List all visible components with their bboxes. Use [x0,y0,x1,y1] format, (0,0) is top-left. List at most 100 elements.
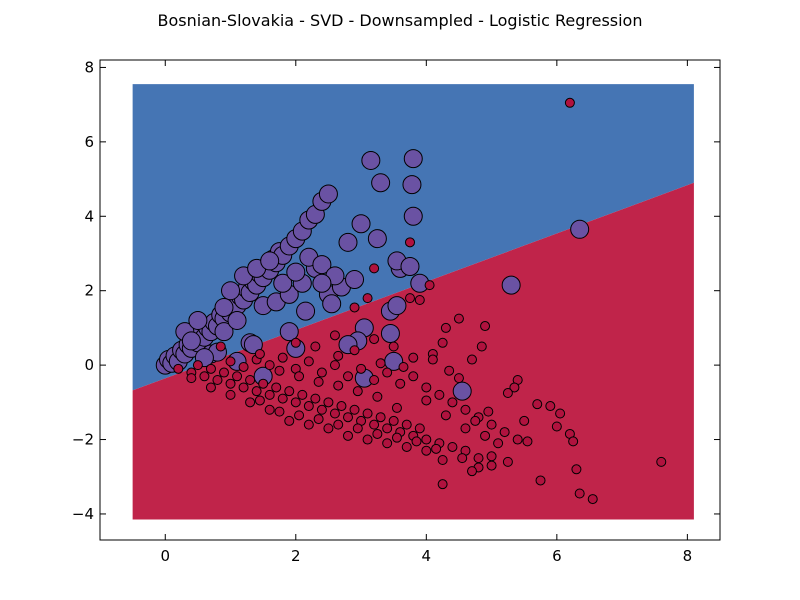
small-marker-point [362,293,373,304]
small-marker-point [457,453,468,464]
small-marker-point [310,341,321,352]
small-marker-point [258,378,269,389]
small-marker-point [434,389,445,400]
small-marker-point [421,445,432,456]
small-marker-point [388,341,399,352]
small-marker-point [440,322,451,333]
large-marker-point [371,173,391,193]
large-marker-point [243,335,263,355]
small-marker-point [343,412,353,423]
small-marker-point [460,404,471,415]
small-marker-point [405,237,415,248]
small-marker-point [555,408,566,419]
small-marker-point [551,421,562,432]
small-marker-point [512,434,523,445]
small-marker-point [431,443,442,454]
small-marker-point [333,350,344,361]
small-marker-point [398,361,409,372]
large-marker-point [279,322,299,342]
small-marker-point [414,423,425,434]
large-marker-point [345,270,365,290]
small-marker-point [362,408,373,419]
small-marker-point [467,354,477,365]
large-marker-point [387,296,407,316]
small-marker-point [476,341,487,352]
large-marker-point [403,149,423,169]
small-marker-point [186,373,197,384]
small-marker-point [473,453,484,464]
x-tick-label: 2 [291,547,301,565]
small-marker-point [427,354,438,365]
small-marker-point [352,386,363,397]
small-marker-point [656,456,667,467]
small-marker-point [199,371,210,382]
small-marker-point [238,361,249,372]
small-marker-point [352,423,363,434]
small-marker-point [395,378,406,389]
small-marker-point [411,436,422,447]
x-axis: 0 2 4 6 8 [160,60,692,565]
small-marker-point [401,419,412,430]
small-marker-point [215,341,226,352]
small-marker-point [401,441,412,452]
small-marker-point [486,451,497,462]
small-marker-point [421,434,432,445]
small-marker-point [323,397,334,408]
small-marker-point [254,395,265,406]
small-marker-point [408,371,419,382]
x-tick-label: 0 [160,547,170,565]
points-layer [155,97,667,505]
small-marker-point [294,371,305,382]
small-marker-point [369,263,380,274]
small-marker-point [587,494,598,505]
small-marker-point [284,386,295,397]
small-marker-point [284,415,295,426]
large-marker-point [188,310,208,330]
small-marker-point [369,375,380,385]
y-tick-label: 4 [84,207,94,225]
small-marker-point [356,363,367,374]
small-marker-point [290,337,301,348]
small-marker-point [437,337,448,348]
small-marker-point [264,389,275,400]
small-marker-point [313,414,324,425]
small-marker-point [225,389,236,400]
small-marker-point [290,397,301,408]
small-marker-point [333,380,344,391]
plot-area [100,60,720,540]
y-tick-label: −2 [72,431,94,449]
small-marker-point [388,415,399,426]
small-marker-point [264,404,275,415]
small-marker-point [343,430,353,441]
large-marker-point [322,294,342,314]
large-marker-point [221,281,241,301]
small-marker-point [238,382,249,393]
small-marker-point [205,363,216,374]
small-marker-point [225,356,236,367]
large-marker-point [338,232,358,252]
y-tick-label: 8 [84,58,94,76]
small-marker-point [447,397,458,408]
small-marker-point [405,293,415,304]
small-marker-point [316,404,327,415]
x-tick-label: 8 [683,547,693,565]
small-marker-point [568,436,579,447]
small-marker-point [313,376,324,387]
large-marker-point [361,150,381,170]
y-axis: −4 −2 0 2 4 6 8 [72,58,720,523]
y-tick-label: 6 [84,133,94,151]
small-marker-point [212,375,223,385]
small-marker-point [225,378,236,389]
large-marker-point [273,273,293,293]
small-marker-point [382,438,393,449]
small-marker-point [329,360,340,371]
small-marker-point [470,415,481,426]
small-marker-point [192,360,203,371]
small-marker-point [502,388,513,399]
small-marker-point [391,402,402,413]
small-marker-point [483,406,494,417]
small-marker-point [480,321,491,332]
large-marker-point [312,273,332,293]
y-tick-label: 2 [84,282,94,300]
small-marker-point [480,430,491,441]
